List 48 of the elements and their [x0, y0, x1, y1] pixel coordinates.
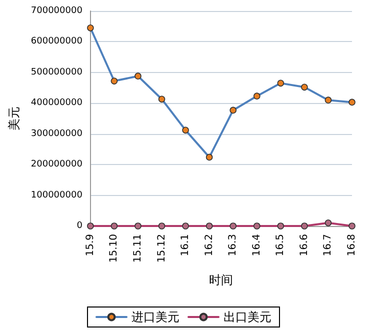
point [324, 96, 332, 104]
x-tick-label: 16.3 [228, 234, 239, 256]
point [110, 222, 118, 230]
x-tick-label: 15.12 [156, 234, 168, 263]
point [182, 222, 189, 230]
point [158, 96, 166, 103]
point [110, 78, 118, 84]
y-tick-label: 0 [76, 221, 83, 231]
point [206, 154, 213, 161]
point [230, 106, 237, 114]
point [206, 222, 213, 230]
y-tick-label: 500000000 [30, 67, 83, 78]
y-tick-label: 700000000 [30, 6, 83, 16]
point [87, 24, 94, 32]
x-tick-label: 16.6 [298, 234, 310, 256]
x-tick-label: 16.4 [251, 234, 262, 256]
y-tick-label: 600000000 [30, 36, 83, 47]
legend-label: 出口美元 [224, 310, 272, 324]
y-tick-label: 200000000 [30, 160, 83, 170]
point [182, 126, 189, 134]
x-tick-label: 16.7 [322, 234, 334, 256]
point [277, 80, 284, 87]
point [158, 222, 166, 230]
point [253, 92, 260, 100]
point [301, 84, 308, 91]
x-tick-label: 15.11 [132, 234, 144, 263]
point [348, 222, 356, 230]
x-tick-label: 16.8 [346, 234, 358, 256]
x-tick-label: 16.5 [275, 234, 286, 256]
point [301, 222, 308, 230]
x-tick-label: 16.1 [180, 234, 192, 256]
y-tick-label: 400000000 [30, 98, 83, 108]
y-tick-label: 100000000 [30, 190, 83, 200]
x-tick-label: 16.2 [204, 234, 215, 256]
legend-label: 进口美元 [132, 310, 180, 324]
point [324, 220, 332, 226]
x-tick-label: 15.9 [84, 234, 96, 256]
y-tick-label: 300000000 [30, 128, 83, 139]
x-axis-title: 时间 [209, 273, 234, 287]
point [277, 222, 284, 230]
point [134, 72, 142, 80]
point [134, 222, 142, 230]
point [253, 222, 260, 230]
point [230, 222, 237, 230]
point [348, 98, 356, 106]
y-axis-title: 美元 [7, 106, 21, 130]
x-tick-label: 15.10 [108, 234, 120, 263]
point [87, 222, 94, 230]
